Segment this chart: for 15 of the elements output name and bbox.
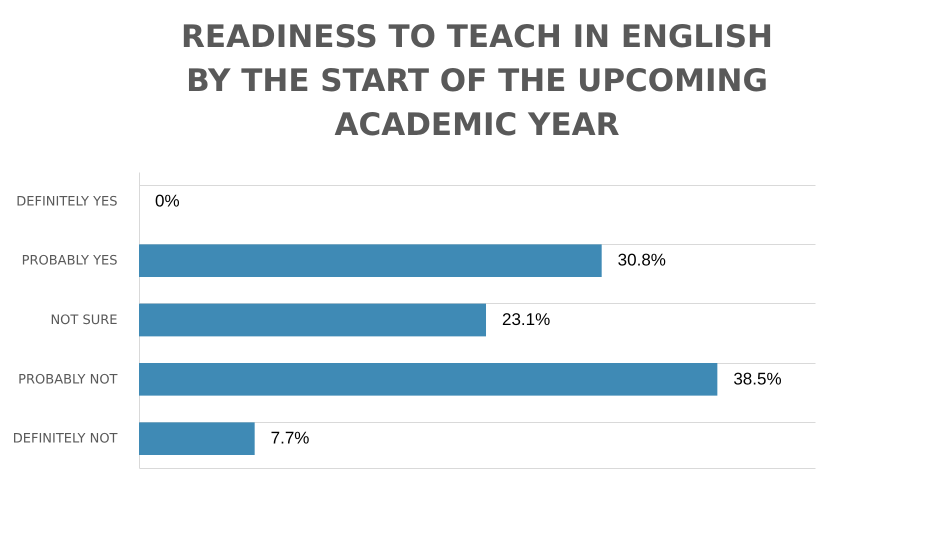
bar (139, 422, 255, 455)
data-label: 0% (155, 191, 180, 210)
bar (139, 304, 486, 336)
data-label: 38.5% (733, 369, 782, 388)
data-label: 30.8% (618, 250, 666, 270)
y-tick-label: PROBABLY NOT (18, 372, 118, 388)
data-label: 23.1% (502, 310, 550, 329)
y-tick-label: DEFINITELY YES (16, 194, 118, 210)
y-tick-label: DEFINITELY NOT (12, 432, 118, 447)
y-tick-label: NOT SURE (50, 313, 118, 328)
data-label: 7.7% (270, 428, 310, 448)
bar (139, 363, 718, 396)
bar (139, 244, 602, 277)
y-tick-label: PROBABLY YES (22, 254, 118, 269)
chart-title: READINESS TO TEACH IN ENGLISH BY THE START OF THE UPCOMING ACADEMIC YEAR (181, 19, 773, 143)
